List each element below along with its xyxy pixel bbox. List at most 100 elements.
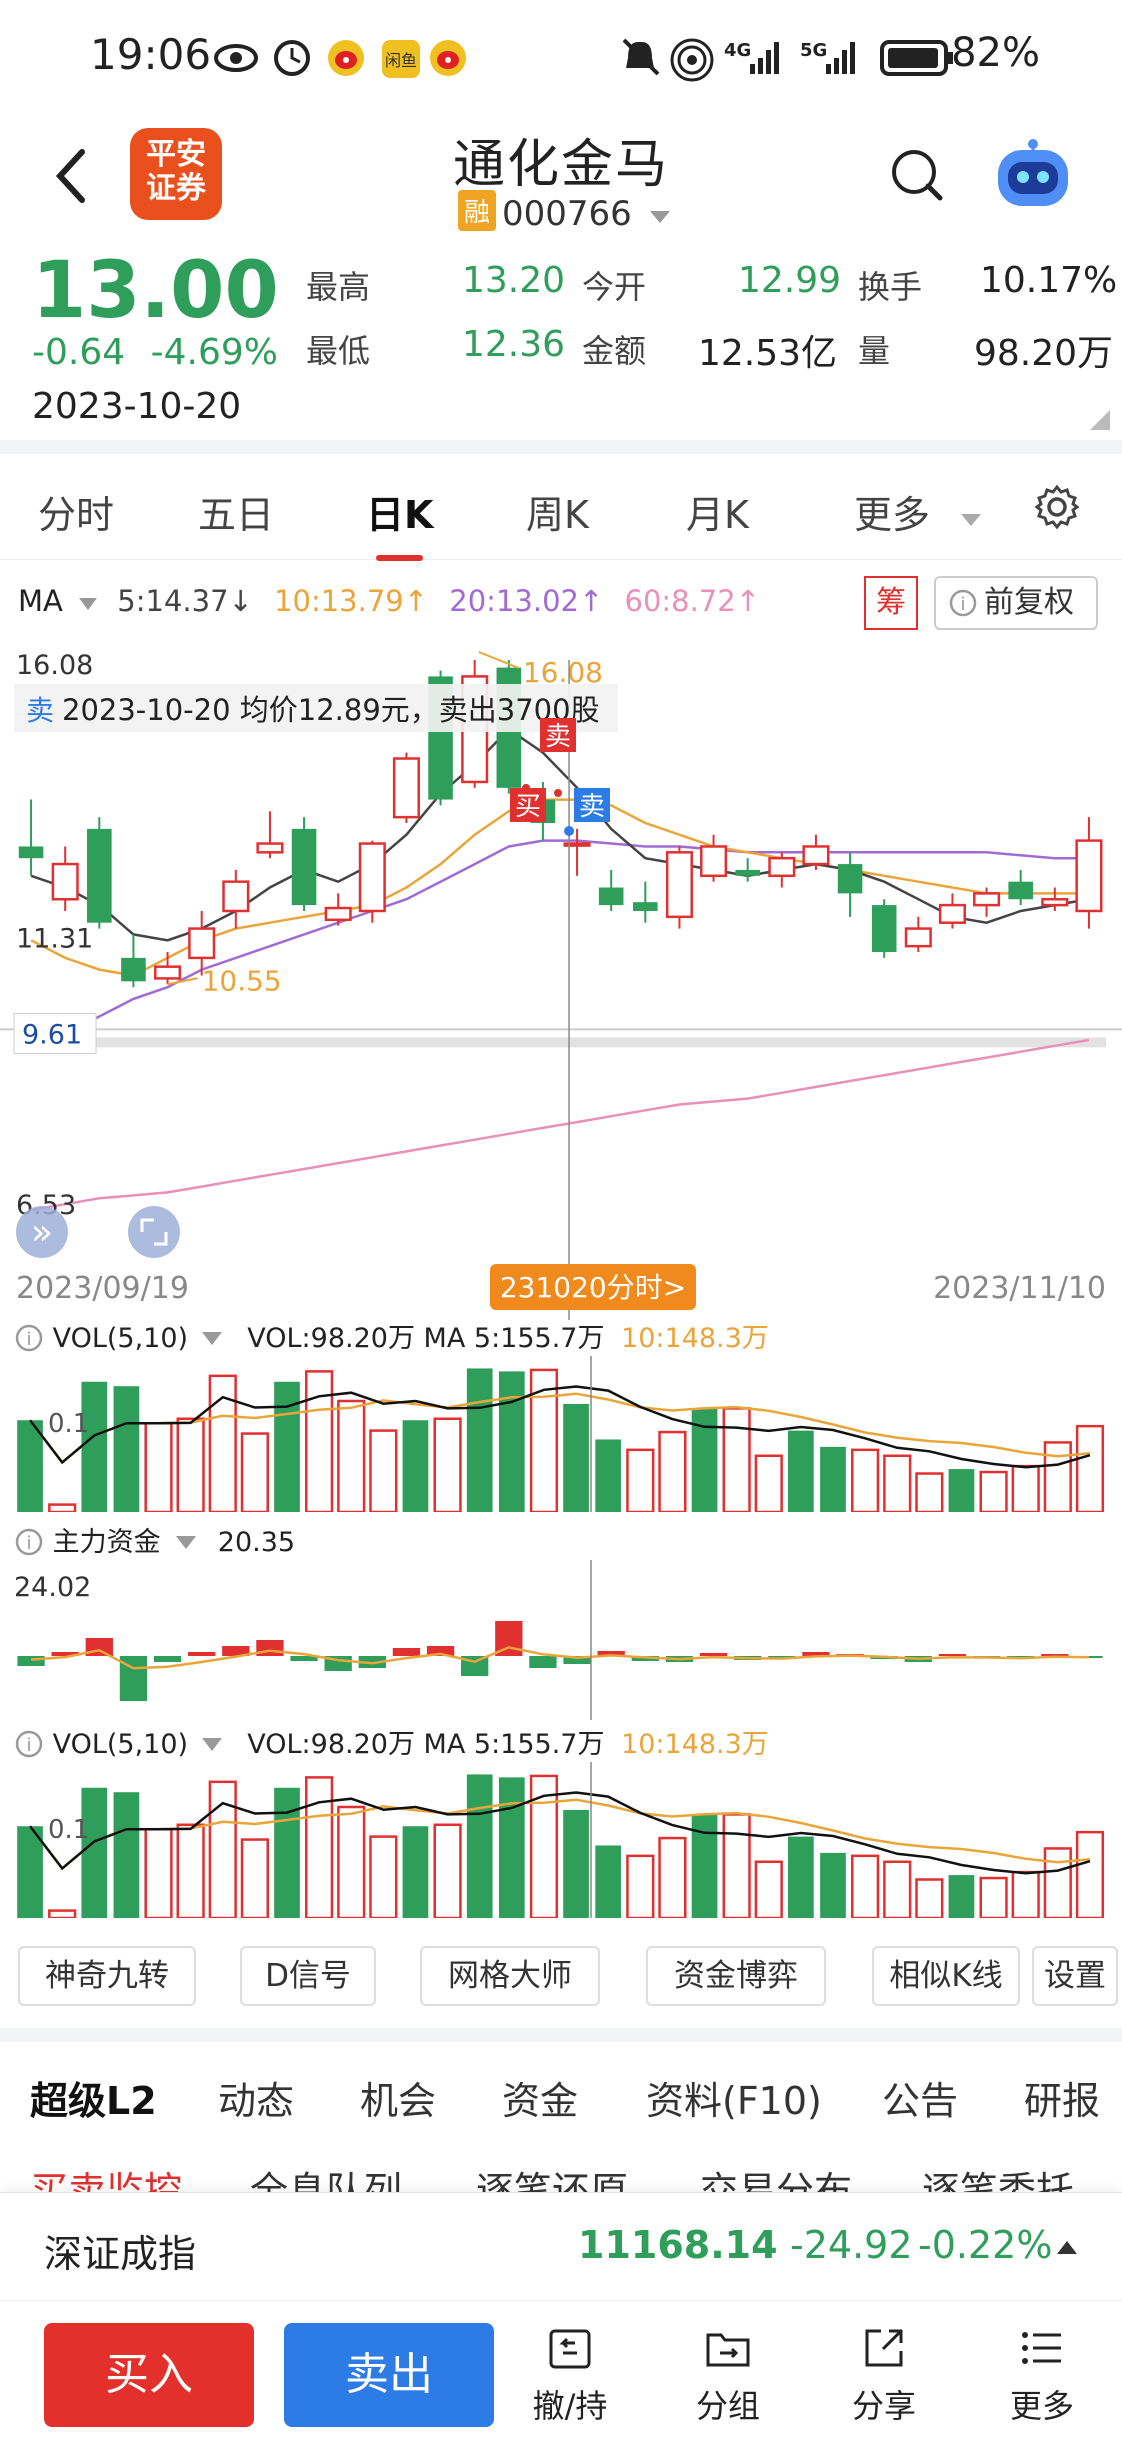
sell-mark-2: 卖	[579, 792, 605, 822]
back-arrow-icon[interactable]	[52, 146, 92, 206]
sell-mark-2-box	[574, 788, 610, 822]
tab-research[interactable]: 研报	[1024, 2079, 1101, 2123]
tool-fund-game[interactable]: 资金博弈	[646, 1946, 826, 2006]
tooltip-tag: 卖	[26, 694, 54, 727]
flow-bar	[802, 1652, 830, 1656]
price-adjust-button[interactable]: i 前复权	[934, 576, 1098, 630]
cancel-hold-button[interactable]: 撤/持	[520, 2323, 620, 2427]
volume-bar	[754, 1454, 783, 1512]
tab-more[interactable]: 更多	[854, 484, 982, 539]
volume-bar	[1043, 1441, 1072, 1512]
volume-bar	[433, 1823, 462, 1918]
tab-monthly-k[interactable]: 月K	[686, 493, 749, 537]
svg-text:i: i	[960, 594, 965, 615]
tab-f10[interactable]: 资料(F10)	[646, 2079, 822, 2123]
turnover-value: 10.17%	[980, 260, 1118, 301]
share-button[interactable]: 分享	[834, 2323, 934, 2427]
flow-bar	[426, 1646, 455, 1656]
fund-flow-chart[interactable]: 24.02	[0, 1560, 1122, 1720]
group-button[interactable]: 分组	[678, 2323, 778, 2427]
alarm-icon	[274, 40, 310, 76]
volume-bar	[658, 1430, 687, 1512]
flow-header[interactable]: i 主力资金 20.35	[14, 1520, 295, 1559]
stock-header: 平安 证券 通化金马 融 000766	[0, 120, 1122, 240]
kma60-path	[30, 1038, 1090, 1212]
candle-body	[1041, 897, 1069, 907]
stock-code-selector[interactable]: 融 000766	[458, 190, 671, 234]
index-name: 深证成指	[44, 2232, 197, 2276]
chip-distribution-button[interactable]: 筹	[864, 576, 918, 630]
volume-ma10-line	[29, 1392, 1091, 1465]
volume-bar	[883, 1454, 912, 1512]
tool-grid-master[interactable]: 网格大师	[420, 1946, 600, 2006]
volume-bar	[563, 1809, 589, 1918]
gear-icon[interactable]	[1034, 484, 1080, 530]
ai-robot-icon[interactable]	[990, 132, 1076, 218]
tab-opportunity[interactable]: 机会	[360, 2079, 437, 2123]
candle-body	[802, 845, 830, 866]
ma-legend[interactable]: MA 5:14.37↓ 10:13.79↑ 20:13.02↑ 60:8.72↑	[18, 584, 760, 618]
tab-news[interactable]: 动态	[218, 2079, 295, 2123]
ma5-line	[30, 727, 1090, 942]
tab-five-day[interactable]: 五日	[198, 493, 275, 537]
search-icon[interactable]	[888, 146, 944, 202]
candle-body	[735, 869, 760, 876]
more-button[interactable]: 更多	[992, 2323, 1092, 2427]
tool-settings[interactable]: 设置	[1032, 1946, 1118, 2006]
volume-bar	[1011, 1870, 1040, 1918]
chevron-down-icon	[649, 211, 670, 223]
ref-band	[14, 1037, 1106, 1048]
trade-dot	[554, 789, 562, 797]
vol-header-2[interactable]: i VOL(5,10) VOL:98.20万 MA 5:155.7万 10:14…	[14, 1722, 769, 1761]
change-pct: -4.69%	[150, 332, 278, 373]
share-icon	[865, 2329, 903, 2367]
buy-button[interactable]: 买入	[44, 2323, 254, 2427]
divider	[0, 2028, 1122, 2042]
buy-mark-1: 买	[515, 792, 541, 822]
sell-button[interactable]: 卖出	[284, 2323, 494, 2427]
tab-announcements[interactable]: 公告	[882, 2079, 959, 2123]
volume-bar	[788, 1836, 814, 1918]
volume-bar	[915, 1878, 944, 1918]
tab-funds[interactable]: 资金	[502, 2079, 579, 2123]
vol-value: VOL:98.20万	[247, 1323, 415, 1354]
volume-bar	[466, 1368, 493, 1512]
index-ticker[interactable]: 深证成指 11168.14 -24.92 -0.22%	[0, 2192, 1122, 2298]
group-label: 分组	[695, 2387, 760, 2425]
tab-weekly-k[interactable]: 周K	[526, 493, 589, 537]
expand-corner-icon[interactable]	[1090, 410, 1110, 430]
tool-nine-turns[interactable]: 神奇九转	[18, 1946, 196, 2006]
info-icon: i	[949, 589, 977, 617]
tab-super-l2[interactable]: 超级L2	[30, 2079, 157, 2123]
net-5g-label: 5G	[800, 40, 827, 61]
tab-daily-k[interactable]: 日K	[366, 484, 433, 561]
kma20-path	[30, 839, 1089, 1053]
volume-bar	[820, 1446, 846, 1512]
vol-header[interactable]: i VOL(5,10) VOL:98.20万 MA 5:155.7万 10:14…	[14, 1316, 769, 1355]
tooltip-text: 2023-10-20 均价12.89元，卖出3700股	[62, 693, 600, 727]
chevron-up-icon[interactable]	[1056, 2239, 1078, 2255]
broker-logo[interactable]: 平安 证券	[130, 128, 222, 220]
buy-mark-1-box	[510, 788, 546, 822]
ma60-value: 60:8.72↑	[624, 584, 761, 618]
vol-label: VOL(5,10)	[52, 1729, 189, 1760]
volume-bar	[595, 1845, 622, 1918]
signal-icon-2	[826, 42, 855, 74]
tool-similar-k[interactable]: 相似K线	[872, 1946, 1020, 2006]
volume-chart[interactable]: 0.1	[0, 1356, 1122, 1512]
candle-body	[768, 856, 796, 878]
volume-bar	[305, 1776, 334, 1918]
flow-bar	[529, 1656, 557, 1668]
volume-chart-2[interactable]: 0.1	[0, 1762, 1122, 1918]
flow-bar	[938, 1654, 967, 1656]
candle-body	[665, 851, 693, 919]
ma20-line	[30, 839, 1089, 1053]
index-change: -24.92	[790, 2223, 913, 2267]
tab-intraday[interactable]: 分时	[38, 493, 115, 537]
candle-body	[904, 927, 932, 948]
index-pct: -0.22%	[918, 2223, 1053, 2267]
tool-d-signal[interactable]: D信号	[240, 1946, 376, 2006]
mute-icon	[622, 38, 660, 76]
volume-bar	[1011, 1464, 1040, 1512]
